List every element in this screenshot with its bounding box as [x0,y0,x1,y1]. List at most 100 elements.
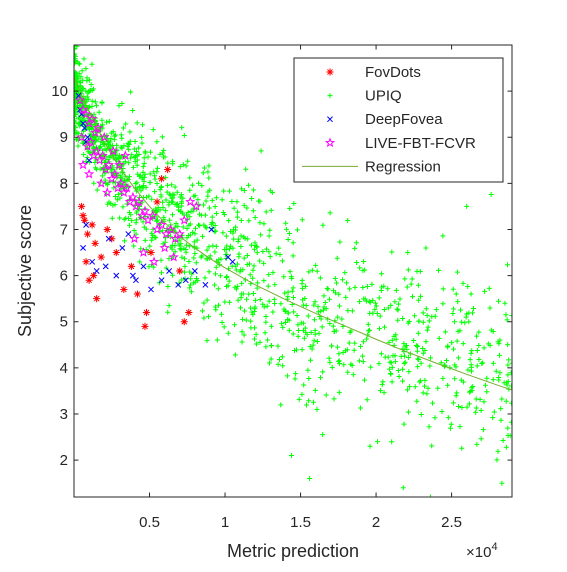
upiq-point [358,343,364,349]
upiq-point [482,288,488,294]
upiq-point [160,150,166,156]
upiq-point [250,267,256,273]
upiq-point [462,320,468,326]
upiq-point [252,306,258,312]
upiq-point [481,399,487,405]
upiq-point [458,307,464,313]
upiq-point [433,307,439,313]
upiq-point [473,409,479,415]
upiq-point [212,271,218,277]
data-point [86,157,93,164]
upiq-point [243,317,249,323]
upiq-point [197,223,203,229]
upiq-point [210,243,216,249]
upiq-point [339,277,345,283]
upiq-point [392,359,398,365]
upiq-point [300,297,306,303]
upiq-point [180,195,186,201]
upiq-point [270,270,276,276]
upiq-point [370,297,376,303]
upiq-point [129,152,135,158]
data-point [81,125,88,131]
data-point [80,244,87,251]
data-point [129,272,136,279]
upiq-point [414,398,420,404]
upiq-point [96,136,102,142]
upiq-point [360,353,366,359]
upiq-point [294,313,300,319]
upiq-point [115,191,121,197]
upiq-point [362,267,368,273]
upiq-point [231,236,237,242]
upiq-point [139,134,145,140]
upiq-point [310,342,316,348]
upiq-point [291,309,297,315]
data-point [153,198,161,206]
upiq-point [144,194,150,200]
upiq-point [402,353,408,359]
upiq-point [114,142,120,148]
upiq-point [154,218,160,224]
upiq-point [117,195,123,201]
upiq-point [459,319,465,325]
data-point [77,104,89,114]
upiq-point [321,293,327,299]
upiq-point [309,267,315,273]
data-point [375,439,381,445]
upiq-point [76,121,82,127]
data-point [185,196,196,207]
upiq-point [238,295,244,301]
upiq-point [235,297,241,303]
upiq-point [280,363,286,369]
upiq-point [205,193,211,199]
upiq-point [345,369,351,375]
upiq-point [357,299,363,305]
upiq-point [420,350,426,356]
upiq-point [468,364,474,370]
upiq-point [395,307,401,313]
upiq-point [244,296,250,302]
data-point [109,168,120,179]
upiq-point [466,401,472,407]
upiq-point [279,354,285,360]
data-point [80,120,87,127]
upiq-point [436,335,442,341]
series-live-fbt-fcvr [74,94,202,267]
upiq-point [376,361,382,367]
upiq-point [200,233,206,239]
upiq-point [247,261,253,267]
upiq-point [244,253,250,259]
upiq-point [183,242,189,248]
legend-label: DeepFovea [365,111,443,128]
upiq-point [488,191,494,197]
upiq-point [278,301,284,307]
upiq-point [213,243,219,249]
upiq-point [257,220,263,226]
upiq-point [121,143,127,149]
upiq-point [257,258,263,264]
data-point [191,201,202,211]
data-point [129,233,140,244]
upiq-point [191,255,197,261]
upiq-point [467,357,473,363]
upiq-point [177,164,183,170]
upiq-point [285,289,291,295]
upiq-point [201,300,207,306]
upiq-point [415,282,421,288]
upiq-point [314,406,320,412]
upiq-point [402,344,408,350]
upiq-point [429,443,435,449]
upiq-point [238,233,244,239]
upiq-point [74,137,79,143]
upiq-point [167,217,173,223]
upiq-point [134,162,140,168]
upiq-point [158,257,164,263]
upiq-point [320,222,326,228]
upiq-point [396,301,402,307]
data-point [74,94,86,105]
upiq-point [239,280,245,286]
upiq-point [299,391,305,397]
upiq-point [146,264,152,270]
upiq-point [455,328,461,334]
upiq-point [179,254,185,260]
